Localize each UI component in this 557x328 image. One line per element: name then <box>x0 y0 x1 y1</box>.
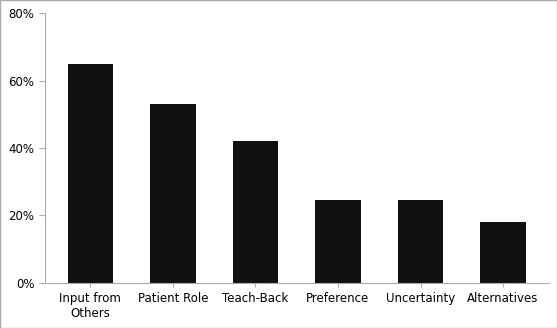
Bar <box>480 222 526 283</box>
Bar <box>233 141 278 283</box>
Bar <box>398 200 443 283</box>
Bar <box>67 64 113 283</box>
Bar <box>150 104 196 283</box>
Bar <box>315 200 361 283</box>
